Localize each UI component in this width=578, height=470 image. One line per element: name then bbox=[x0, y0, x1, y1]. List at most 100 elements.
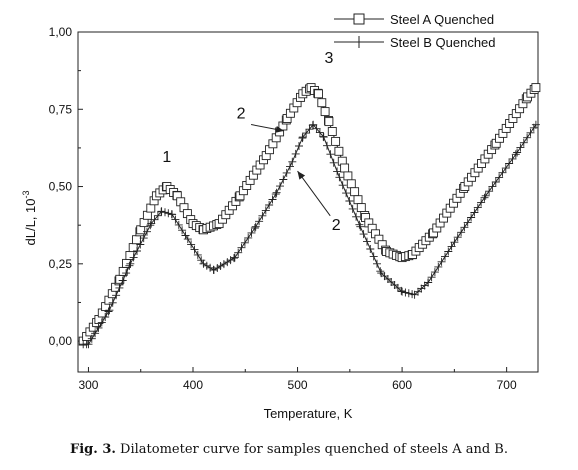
data-point bbox=[146, 221, 155, 230]
data-point bbox=[258, 211, 267, 220]
data-point bbox=[97, 318, 106, 327]
data-point bbox=[122, 269, 131, 278]
data-point bbox=[161, 208, 169, 217]
data-point bbox=[171, 215, 180, 224]
data-point bbox=[101, 313, 110, 321]
data-point bbox=[457, 228, 466, 237]
data-point bbox=[508, 154, 517, 163]
data-point bbox=[463, 218, 472, 227]
data-point bbox=[481, 191, 490, 200]
x-axis: 300 400 500 600 700 bbox=[78, 367, 517, 392]
data-point bbox=[333, 167, 342, 176]
data-point bbox=[133, 247, 141, 255]
data-point bbox=[485, 187, 494, 196]
x-tick-label: 600 bbox=[392, 378, 412, 392]
dilatometer-chart: 300 400 500 600 700 0,00 0,25 0,50 0,75 1,00 1 2 3… bbox=[21, 12, 541, 421]
data-point bbox=[359, 230, 368, 239]
data-point bbox=[143, 227, 151, 236]
data-point bbox=[190, 245, 199, 254]
data-point bbox=[495, 173, 504, 182]
data-point bbox=[118, 276, 127, 285]
data-point bbox=[286, 162, 294, 171]
data-point bbox=[460, 223, 469, 232]
data-point bbox=[404, 289, 413, 298]
annotation-label: 1 bbox=[162, 149, 171, 166]
data-point bbox=[511, 150, 520, 159]
data-point bbox=[516, 143, 525, 152]
data-point bbox=[125, 261, 134, 270]
data-point bbox=[174, 220, 183, 229]
y-tick-label: 0,75 bbox=[49, 102, 73, 116]
y-tick-label: 1,00 bbox=[49, 25, 73, 39]
data-point bbox=[168, 210, 177, 219]
data-point bbox=[324, 117, 334, 127]
data-point bbox=[309, 120, 318, 129]
y-axis-title-text: dL/L, 10 bbox=[23, 199, 38, 246]
x-tick-label: 700 bbox=[497, 378, 517, 392]
data-point bbox=[480, 193, 489, 202]
data-point bbox=[139, 234, 148, 243]
data-point bbox=[288, 157, 297, 166]
data-point bbox=[350, 187, 360, 197]
data-point bbox=[91, 329, 100, 338]
arrowhead-icon bbox=[275, 126, 284, 133]
data-point bbox=[129, 253, 138, 262]
data-point bbox=[453, 233, 462, 242]
data-point bbox=[470, 208, 479, 217]
data-point bbox=[346, 179, 356, 189]
data-point bbox=[126, 259, 135, 268]
data-point bbox=[206, 263, 215, 272]
series-line bbox=[83, 123, 537, 345]
data-point bbox=[397, 286, 406, 295]
data-point bbox=[312, 124, 321, 133]
data-point bbox=[302, 129, 311, 138]
data-point bbox=[531, 83, 541, 93]
annotation-label: 2 bbox=[332, 217, 341, 234]
data-point bbox=[315, 128, 324, 137]
data-point bbox=[352, 212, 361, 221]
data-point bbox=[498, 168, 507, 177]
data-point bbox=[356, 203, 366, 213]
data-point bbox=[112, 291, 121, 300]
data-point bbox=[251, 222, 260, 231]
data-point bbox=[128, 243, 138, 253]
data-point bbox=[94, 323, 103, 332]
data-point bbox=[115, 283, 124, 292]
data-point bbox=[356, 222, 365, 231]
y-tick-label: 0,00 bbox=[49, 334, 73, 348]
x-tick-label: 400 bbox=[183, 378, 203, 392]
data-point bbox=[355, 220, 364, 229]
data-point bbox=[226, 256, 235, 265]
data-point bbox=[450, 238, 459, 247]
data-point bbox=[234, 248, 243, 257]
data-point bbox=[319, 133, 328, 142]
data-point bbox=[84, 340, 93, 349]
data-point bbox=[279, 175, 288, 184]
data-point bbox=[240, 238, 249, 247]
data-point bbox=[444, 247, 453, 256]
data-point bbox=[327, 127, 337, 136]
data-point bbox=[427, 273, 436, 282]
data-point bbox=[108, 298, 117, 307]
data-point bbox=[183, 235, 192, 244]
data-point bbox=[369, 252, 378, 261]
data-point bbox=[473, 203, 482, 212]
series-steel-b bbox=[79, 120, 540, 349]
series-steel-a bbox=[78, 83, 541, 346]
data-point bbox=[430, 268, 439, 277]
plot-frame bbox=[77, 31, 539, 373]
data-point bbox=[363, 237, 371, 246]
figure-caption: Fig. 3. Dilatometer curve for samples qu… bbox=[0, 442, 578, 457]
data-point bbox=[441, 252, 449, 261]
data-point bbox=[505, 159, 514, 168]
data-point bbox=[255, 217, 264, 226]
data-point bbox=[157, 207, 166, 216]
data-point bbox=[147, 219, 156, 228]
data-point bbox=[334, 146, 344, 156]
data-point bbox=[271, 190, 280, 199]
data-point bbox=[268, 195, 277, 204]
data-point bbox=[223, 258, 232, 267]
data-point bbox=[345, 197, 354, 205]
data-point bbox=[531, 120, 540, 129]
data-point bbox=[276, 182, 284, 191]
